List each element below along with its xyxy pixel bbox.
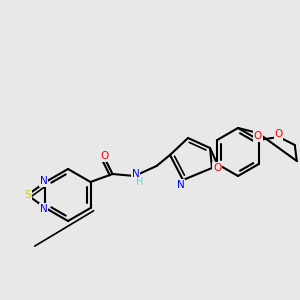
Text: O: O — [254, 131, 262, 141]
Text: O: O — [213, 163, 221, 173]
Text: N: N — [132, 169, 140, 179]
Text: N: N — [40, 176, 47, 186]
Text: N: N — [40, 204, 47, 214]
Text: H: H — [136, 177, 143, 187]
Text: N: N — [177, 180, 185, 190]
Text: O: O — [275, 129, 283, 139]
Text: O: O — [100, 151, 109, 161]
Text: S: S — [24, 190, 31, 200]
